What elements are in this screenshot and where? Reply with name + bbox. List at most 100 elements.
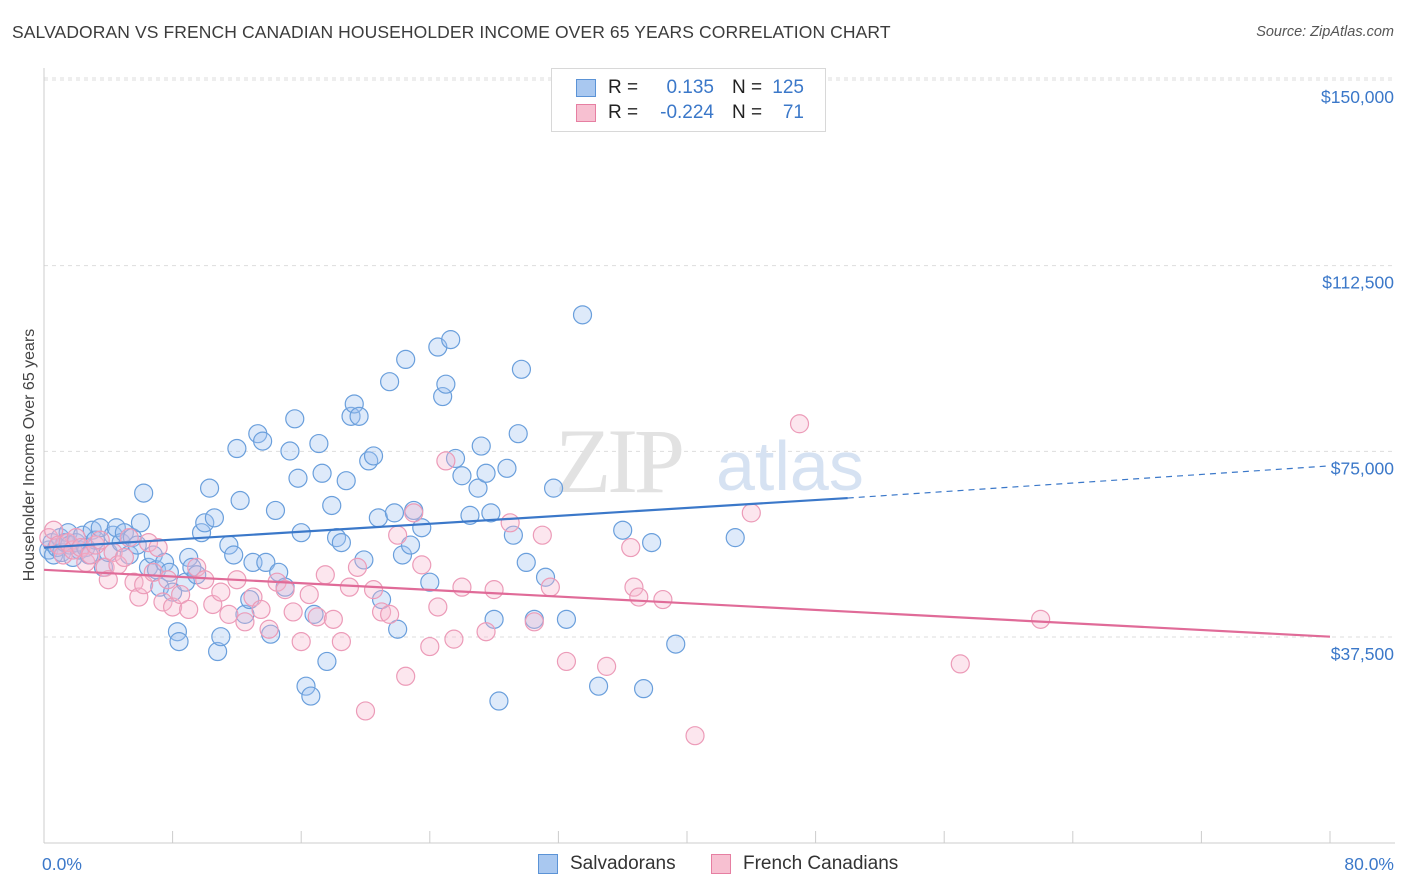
data-point — [368, 508, 388, 528]
data-point — [275, 580, 295, 600]
data-point — [204, 508, 224, 528]
data-point — [666, 634, 686, 654]
data-point — [224, 545, 244, 565]
data-point — [476, 622, 496, 642]
data-point — [396, 349, 416, 370]
legend-row-salvadorans: R = 0.135 N = 125 — [576, 76, 804, 100]
data-point — [452, 466, 472, 486]
data-point — [642, 532, 662, 553]
data-point — [572, 305, 593, 325]
data-point — [481, 503, 501, 523]
data-point — [211, 627, 231, 647]
data-point — [309, 433, 329, 454]
data-point — [725, 528, 745, 548]
data-point — [130, 513, 151, 533]
data-point — [597, 656, 617, 676]
data-point — [336, 471, 356, 491]
data-point — [741, 503, 761, 523]
legend-r-value: 0.135 — [666, 77, 714, 98]
data-point — [227, 438, 247, 459]
data-point — [484, 580, 504, 600]
data-point — [44, 520, 64, 540]
data-point — [301, 686, 321, 706]
data-point — [171, 584, 191, 605]
data-point — [380, 372, 400, 392]
data-point — [371, 602, 392, 622]
data-point — [167, 622, 188, 642]
bottom-legend-swatch-salvadorans — [538, 854, 558, 874]
trendline-french-canadians — [43, 568, 1331, 638]
bottom-legend-salvadorans: Salvadorans — [538, 851, 676, 877]
data-point — [420, 572, 440, 592]
data-point — [516, 552, 536, 573]
data-point — [114, 547, 134, 568]
data-point — [511, 359, 532, 379]
data-point — [388, 525, 408, 545]
data-point — [535, 567, 556, 587]
data-point — [341, 406, 361, 426]
data-point — [98, 570, 118, 590]
data-point — [452, 577, 472, 597]
y-tick-labels: $37,500 $75,000 $112,500 $150,000 — [1321, 87, 1394, 664]
data-point — [354, 550, 374, 570]
data-point — [304, 604, 324, 624]
data-point — [412, 555, 432, 575]
data-point — [404, 503, 424, 523]
data-point — [471, 436, 491, 456]
data-point — [355, 701, 376, 721]
data-point — [556, 609, 577, 629]
data-point — [349, 406, 369, 426]
data-point — [322, 495, 342, 516]
watermark-atlas: atlas — [716, 427, 864, 505]
data-point — [119, 528, 139, 548]
data-point — [199, 478, 220, 498]
data-point — [265, 500, 286, 521]
data-point — [219, 604, 239, 624]
data-point — [436, 374, 456, 394]
data-point — [211, 582, 231, 602]
data-point — [428, 597, 448, 617]
data-point — [489, 691, 509, 711]
data-point — [129, 587, 149, 607]
data-point — [253, 431, 273, 451]
data-point — [195, 513, 215, 533]
data-point — [158, 570, 178, 590]
data-point — [259, 619, 279, 639]
data-point — [307, 607, 327, 627]
data-point — [633, 679, 654, 699]
data-point — [71, 537, 91, 558]
axes — [43, 68, 1395, 844]
data-point — [299, 584, 319, 605]
data-point — [1031, 609, 1051, 629]
data-point — [163, 582, 183, 602]
y-axis-label: Householder Income Over 65 years — [21, 329, 38, 582]
data-point — [384, 503, 405, 523]
data-point — [508, 424, 528, 444]
data-point — [251, 599, 271, 620]
data-point — [497, 458, 517, 478]
data-point — [460, 505, 480, 525]
data-point — [283, 602, 303, 622]
data-point — [392, 545, 413, 565]
legend-n-label: N = — [732, 102, 763, 123]
legend-n-value: 71 — [782, 102, 804, 123]
data-point — [532, 525, 552, 545]
legend-row-french-canadians: R = -0.224 N = 71 — [576, 101, 804, 125]
data-point — [331, 632, 351, 652]
data-point — [441, 330, 461, 350]
data-point — [433, 386, 453, 407]
data-point — [280, 441, 300, 461]
y-tick-label: $75,000 — [1331, 458, 1395, 478]
y-tick-label: $150,000 — [1321, 87, 1394, 107]
trendlines — [43, 465, 1331, 638]
watermark-zip: ZIP — [555, 410, 682, 512]
legend-r-label: R = — [608, 77, 639, 98]
data-point — [543, 478, 564, 498]
data-point — [315, 565, 335, 585]
data-point — [179, 599, 199, 620]
legend-n-value: 125 — [772, 77, 804, 98]
data-point — [344, 394, 364, 414]
data-point — [317, 651, 337, 672]
legend-r-value: -0.224 — [660, 102, 714, 123]
data-point — [380, 604, 400, 624]
